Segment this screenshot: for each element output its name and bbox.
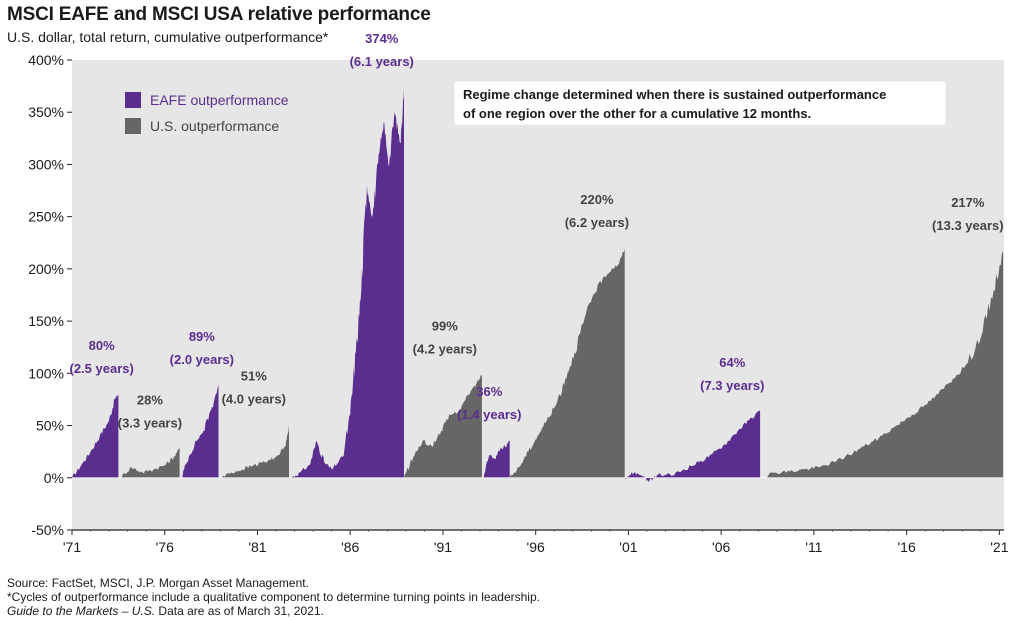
y-tick-label: 0% [44, 470, 64, 486]
annotation-years: (2.5 years) [70, 361, 134, 376]
chart-subtitle: U.S. dollar, total return, cumulative ou… [7, 29, 329, 45]
legend-swatch-eafe [125, 92, 141, 108]
eafe-area-segment-2 [181, 384, 219, 478]
source-note: Source: FactSet, MSCI, J.P. Morgan Asset… [7, 576, 309, 590]
annotation-years: (4.0 years) [222, 392, 286, 407]
x-tick-label: '16 [898, 539, 916, 555]
annotation-years: (13.3 years) [932, 218, 1004, 233]
us-area-segment-1 [120, 448, 180, 478]
x-tick-label: '81 [248, 539, 266, 555]
annotation-pct: 28% [137, 393, 163, 408]
regime-note-line: Regime change determined when there is s… [463, 87, 886, 102]
y-tick-label: 250% [28, 209, 64, 225]
x-tick-label: '96 [527, 539, 545, 555]
y-tick-label: 200% [28, 261, 64, 277]
annotation-pct: 217% [951, 195, 985, 210]
annotation-years: (7.3 years) [700, 378, 764, 393]
footnote: *Cycles of outperformance include a qual… [7, 590, 540, 604]
annotation-pct: 89% [189, 329, 215, 344]
annotation-pct: 99% [432, 318, 458, 333]
annotation-years: (6.2 years) [565, 215, 629, 230]
chart-title: MSCI EAFE and MSCI USA relative performa… [7, 4, 431, 25]
eafe-area-segment-1 [72, 394, 119, 478]
x-tick-label: '01 [619, 539, 637, 555]
regime-note-line: of one region over the other for a cumul… [463, 106, 811, 121]
annotation-years: (4.2 years) [413, 341, 477, 356]
eafe-area-segment-5 [624, 410, 761, 482]
annotation-pct: 36% [476, 384, 502, 399]
chart-svg: -50% 0% 50% 100% 150% 200% 250% 300% 350% 400% '71… [28, 31, 1009, 555]
x-tick-label: '91 [434, 539, 452, 555]
annotation-pct: 374% [365, 31, 399, 46]
x-tick-label: '76 [156, 539, 174, 555]
annotation-years: (3.3 years) [118, 416, 182, 431]
eafe-area-segment-3 [290, 87, 404, 478]
y-tick-label: 400% [28, 52, 64, 68]
x-tick-label: '71 [63, 539, 81, 555]
y-tick-label: 350% [28, 104, 64, 120]
legend-label-eafe: EAFE outperformance [150, 92, 289, 108]
us-area-segment-3 [404, 374, 482, 478]
us-area-segment-2 [220, 424, 289, 478]
data-date: Data are as of March 31, 2021. [155, 604, 324, 618]
us-area-segment-5 [760, 251, 1004, 479]
annotation-pct: 64% [719, 355, 745, 370]
legend-label-us: U.S. outperformance [150, 118, 279, 134]
guide-title: Guide to the Markets – U.S. [7, 604, 156, 618]
y-tick-label: 150% [28, 313, 64, 329]
y-tick-label: 100% [28, 365, 64, 381]
x-tick-label: '86 [341, 539, 359, 555]
y-tick-label: 300% [28, 156, 64, 172]
guide-note: Guide to the Markets – U.S. Data are as … [7, 604, 324, 618]
annotation-pct: 51% [241, 369, 267, 384]
legend-swatch-us [125, 118, 141, 134]
annotation-pct: 220% [580, 192, 614, 207]
annotation-years: (6.1 years) [350, 54, 414, 69]
y-tick-label: 50% [36, 418, 64, 434]
us-area-segment-4 [509, 248, 625, 478]
x-tick-label: '11 [805, 539, 822, 555]
x-tick-label: '06 [712, 539, 730, 555]
regime-note-box [454, 81, 946, 125]
eafe-area-segment-4 [483, 440, 510, 478]
y-tick-label: -50% [31, 522, 64, 538]
annotation-years: (2.0 years) [170, 352, 234, 367]
x-tick-label: '21 [990, 539, 1008, 555]
annotation-years: (1.4 years) [457, 407, 521, 422]
annotation-pct: 80% [89, 338, 115, 353]
